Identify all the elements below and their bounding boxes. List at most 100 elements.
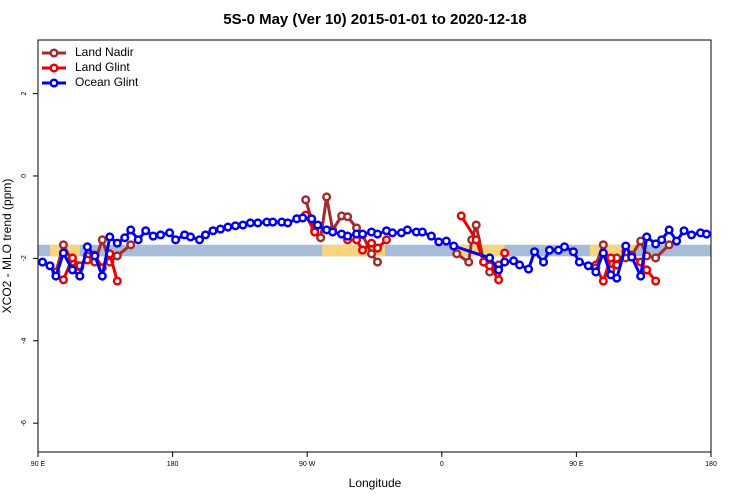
point <box>268 217 278 227</box>
point <box>464 257 474 267</box>
point <box>148 231 158 241</box>
point <box>434 237 444 247</box>
point <box>58 275 68 285</box>
point <box>529 247 540 257</box>
point <box>387 228 397 238</box>
point <box>621 241 631 251</box>
point <box>58 240 68 250</box>
point <box>651 253 661 263</box>
x-tick-label: 180 <box>705 461 717 468</box>
point <box>230 221 240 231</box>
point <box>194 235 205 245</box>
point <box>664 240 674 250</box>
point <box>701 229 712 239</box>
point <box>471 235 481 245</box>
point <box>322 192 332 202</box>
point <box>316 233 326 243</box>
point <box>357 229 368 239</box>
band <box>589 244 635 257</box>
point <box>120 233 130 243</box>
point <box>687 230 697 240</box>
band <box>322 244 385 257</box>
point <box>509 256 519 266</box>
point <box>372 229 383 239</box>
point <box>381 235 392 245</box>
point <box>500 248 510 258</box>
point <box>568 247 578 257</box>
point <box>366 238 377 248</box>
point <box>310 227 320 237</box>
point <box>372 243 383 253</box>
legend-label: Land Glint <box>75 60 130 74</box>
point <box>301 195 311 205</box>
y-tick-label: -6 <box>21 420 28 426</box>
point <box>156 230 166 240</box>
point <box>612 273 622 283</box>
point <box>559 242 569 252</box>
point <box>583 261 593 271</box>
point <box>112 238 122 248</box>
point <box>165 228 175 238</box>
point <box>494 265 504 275</box>
point <box>574 257 584 267</box>
point <box>298 213 308 223</box>
point <box>544 245 555 255</box>
x-axis-label: Longitude <box>349 476 402 490</box>
point <box>441 236 451 246</box>
point <box>200 230 211 240</box>
point <box>253 218 263 228</box>
point <box>538 257 549 267</box>
point <box>58 248 68 258</box>
point <box>664 225 674 235</box>
point <box>651 276 661 286</box>
point <box>606 253 616 263</box>
point <box>245 218 255 228</box>
point <box>523 264 534 274</box>
point <box>636 236 646 246</box>
point <box>313 220 323 230</box>
point <box>598 276 608 286</box>
y-tick-label: -4 <box>21 338 28 344</box>
point <box>82 242 92 252</box>
point <box>357 245 368 255</box>
legend-marker <box>49 48 59 58</box>
y-tick-label: -2 <box>21 255 28 261</box>
point <box>515 260 525 270</box>
point <box>651 239 661 249</box>
point <box>485 253 495 263</box>
point <box>185 232 196 242</box>
point <box>494 275 504 285</box>
point <box>328 227 338 237</box>
y-axis-label: XCO2 - MLO trend (ppm) <box>0 179 14 314</box>
point <box>37 257 48 267</box>
point <box>417 227 427 237</box>
point <box>598 240 608 250</box>
point <box>343 212 353 222</box>
point <box>283 218 293 228</box>
point <box>105 232 115 242</box>
point <box>112 276 122 286</box>
y-tick-label: 2 <box>21 92 28 96</box>
point <box>126 225 136 235</box>
point <box>426 231 436 241</box>
point <box>97 235 107 245</box>
chart-title: 5S-0 May (Ver 10) 2015-01-01 to 2020-12-… <box>223 11 527 28</box>
point <box>51 271 61 281</box>
point <box>75 271 85 281</box>
x-tick-label: 90 W <box>299 461 316 468</box>
point <box>642 265 652 275</box>
x-tick-label: 90 E <box>569 461 584 468</box>
point <box>627 252 637 262</box>
point <box>598 248 608 258</box>
x-tick-label: 0 <box>440 461 444 468</box>
point <box>67 253 77 263</box>
point <box>126 240 136 250</box>
x-tick-label: 180 <box>167 461 179 468</box>
point <box>90 251 100 261</box>
point <box>500 257 510 267</box>
point <box>479 257 489 267</box>
legend-label: Ocean Glint <box>75 75 139 89</box>
point <box>133 235 143 245</box>
